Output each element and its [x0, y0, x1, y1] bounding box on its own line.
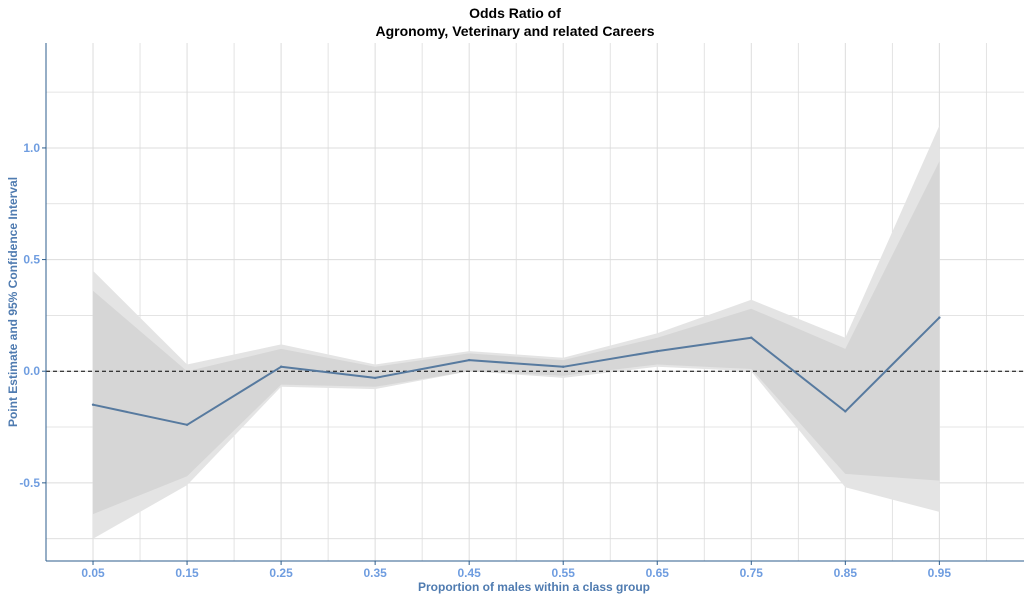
y-tick-label: 1.0 — [23, 141, 40, 155]
y-tick-label: 0.5 — [23, 253, 40, 267]
chart-title-line-1: Odds Ratio of — [469, 5, 561, 21]
x-tick-label: 0.15 — [175, 566, 199, 580]
x-tick-label: 0.55 — [552, 566, 576, 580]
axes — [45, 43, 1024, 562]
confidence-bands — [93, 125, 940, 539]
x-axis-label: Proportion of males within a class group — [418, 580, 650, 594]
data-point — [938, 316, 941, 319]
y-tick-label: -0.5 — [19, 476, 40, 490]
x-tick-label: 0.25 — [269, 566, 293, 580]
y-tick-label: 0.0 — [23, 364, 40, 378]
data-point — [750, 336, 753, 339]
data-point — [373, 376, 377, 380]
x-tick-label: 0.45 — [457, 566, 481, 580]
x-tick-label: 0.05 — [81, 566, 105, 580]
x-ticks: 0.05 0.15 0.25 0.35 0.45 0.55 0.65 0.75 0.85 0.95 — [81, 561, 951, 580]
confidence-band-inner — [93, 161, 940, 515]
x-tick-label: 0.75 — [740, 566, 764, 580]
x-tick-label: 0.95 — [928, 566, 952, 580]
data-point — [844, 410, 847, 413]
x-tick-label: 0.35 — [363, 566, 387, 580]
point-estimate-line — [92, 316, 941, 426]
data-point — [467, 358, 471, 362]
x-tick-label: 0.85 — [834, 566, 858, 580]
series-layer — [91, 316, 941, 427]
chart-title: Odds Ratio of Agronomy, Veterinary and r… — [0, 4, 1030, 40]
y-axis-label: Point Estimate and 95% Confidence Interv… — [6, 177, 20, 427]
y-ticks: -0.5 0.0 0.5 1.0 — [19, 141, 46, 490]
data-point — [279, 365, 283, 368]
data-point — [562, 365, 565, 368]
chart-title-line-2: Agronomy, Veterinary and related Careers — [375, 23, 655, 39]
x-tick-label: 0.65 — [646, 566, 670, 580]
data-point — [185, 423, 189, 427]
data-point — [91, 403, 95, 406]
data-point — [656, 349, 659, 353]
